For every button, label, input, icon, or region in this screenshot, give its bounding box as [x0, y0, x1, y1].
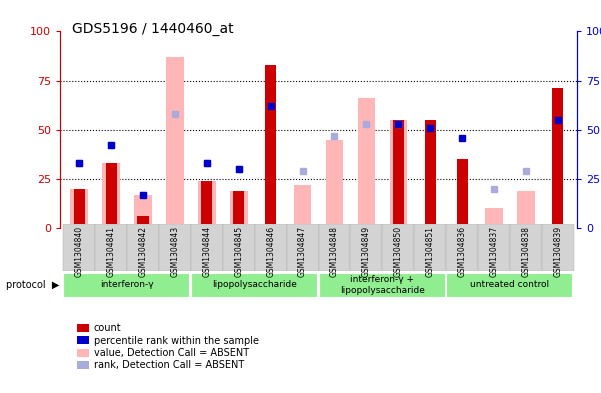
Bar [70, 189, 88, 228]
Bar [542, 224, 574, 271]
Bar [223, 224, 255, 271]
Bar [510, 224, 542, 271]
Text: GSM1304844: GSM1304844 [203, 226, 212, 277]
Bar [95, 224, 127, 271]
Text: GSM1304847: GSM1304847 [298, 226, 307, 277]
Text: untreated control: untreated control [471, 281, 549, 289]
Bar [63, 273, 189, 297]
Bar [552, 88, 563, 228]
Bar [478, 224, 510, 271]
Bar [201, 181, 212, 228]
Bar [350, 224, 382, 271]
Text: GSM1304850: GSM1304850 [394, 226, 403, 277]
Bar [389, 120, 407, 228]
Text: protocol  ▶: protocol ▶ [6, 280, 59, 290]
Text: GSM1304839: GSM1304839 [554, 226, 563, 277]
Text: GSM1304845: GSM1304845 [234, 226, 243, 277]
Bar [191, 273, 317, 297]
Bar [198, 181, 216, 228]
Bar [358, 98, 375, 228]
Text: GSM1304843: GSM1304843 [171, 226, 180, 277]
Bar [134, 195, 152, 228]
Bar [191, 224, 223, 271]
Text: GSM1304851: GSM1304851 [426, 226, 435, 277]
Bar [230, 191, 248, 228]
Bar [265, 65, 276, 228]
Bar [166, 57, 184, 228]
Bar [74, 189, 85, 228]
Text: GSM1304836: GSM1304836 [457, 226, 466, 277]
Text: GSM1304842: GSM1304842 [139, 226, 148, 277]
Text: GSM1304838: GSM1304838 [522, 226, 531, 277]
Bar [517, 191, 535, 228]
Bar [255, 224, 287, 271]
Text: interferon-γ +
lipopolysaccharide: interferon-γ + lipopolysaccharide [340, 275, 425, 295]
Text: interferon-γ: interferon-γ [100, 281, 154, 289]
Bar [326, 140, 343, 228]
Bar [425, 120, 436, 228]
Bar [319, 273, 445, 297]
Bar [106, 163, 117, 228]
Text: GSM1304840: GSM1304840 [75, 226, 84, 277]
Bar [63, 224, 95, 271]
Text: GSM1304848: GSM1304848 [330, 226, 339, 277]
Legend: count, percentile rank within the sample, value, Detection Call = ABSENT, rank, : count, percentile rank within the sample… [77, 323, 258, 371]
Bar [294, 185, 311, 228]
Bar [457, 159, 468, 228]
Bar [138, 216, 148, 228]
Text: GSM1304846: GSM1304846 [266, 226, 275, 277]
Bar [159, 224, 191, 271]
Text: GDS5196 / 1440460_at: GDS5196 / 1440460_at [72, 22, 234, 36]
Bar [287, 224, 319, 271]
Bar [446, 224, 478, 271]
Bar [127, 224, 159, 271]
Text: GSM1304849: GSM1304849 [362, 226, 371, 277]
Bar [102, 163, 120, 228]
Text: lipopolysaccharide: lipopolysaccharide [212, 281, 297, 289]
Bar [485, 208, 503, 228]
Bar [382, 224, 414, 271]
Text: GSM1304837: GSM1304837 [489, 226, 498, 277]
Bar [233, 191, 245, 228]
Text: GSM1304841: GSM1304841 [106, 226, 115, 277]
Bar [319, 224, 350, 271]
Bar [446, 273, 572, 297]
Bar [414, 224, 446, 271]
Bar [392, 120, 404, 228]
